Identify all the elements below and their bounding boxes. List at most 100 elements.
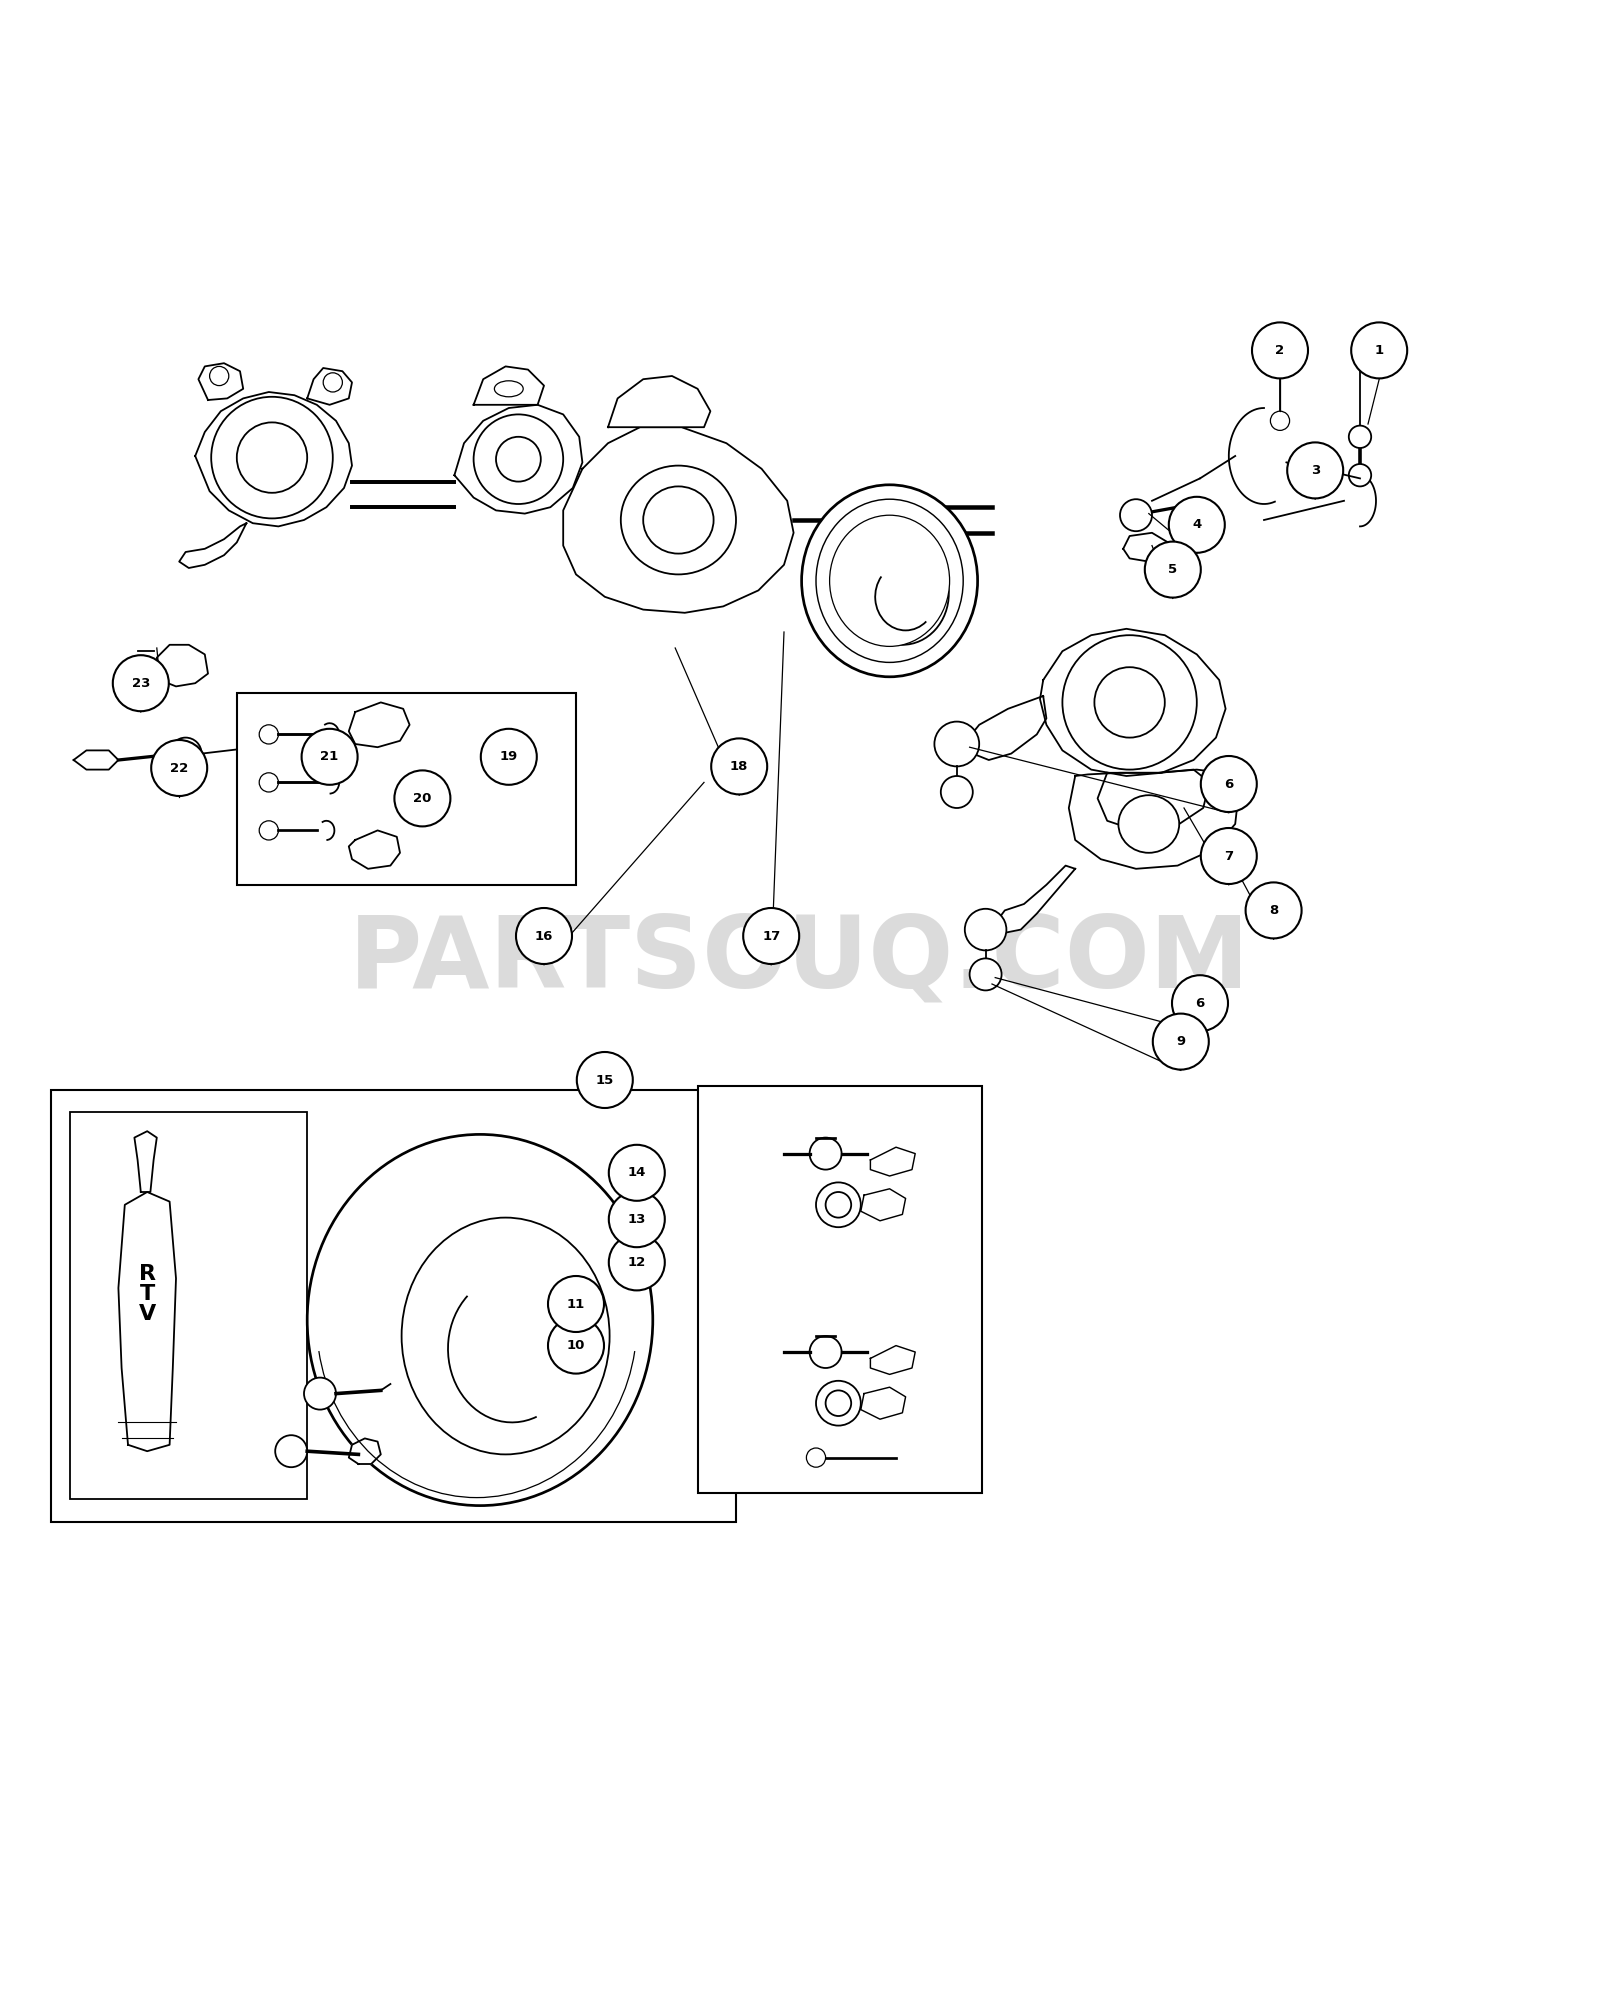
Circle shape (965, 908, 1006, 950)
Circle shape (810, 1336, 842, 1368)
Polygon shape (157, 644, 208, 686)
Text: 23: 23 (131, 676, 150, 690)
Text: 6: 6 (1195, 996, 1205, 1010)
Text: R
T
V: R T V (139, 1264, 155, 1324)
Polygon shape (870, 1346, 915, 1374)
Circle shape (1171, 976, 1229, 1032)
Polygon shape (1069, 770, 1238, 868)
Polygon shape (483, 740, 525, 772)
Ellipse shape (1118, 796, 1179, 852)
Ellipse shape (816, 500, 963, 662)
Circle shape (547, 1318, 605, 1374)
Text: 11: 11 (566, 1298, 586, 1310)
Ellipse shape (830, 516, 950, 646)
Circle shape (1152, 1014, 1210, 1070)
Polygon shape (195, 392, 352, 526)
Circle shape (275, 1436, 307, 1468)
Polygon shape (118, 1192, 176, 1452)
Ellipse shape (621, 466, 736, 574)
Polygon shape (870, 1148, 915, 1176)
Circle shape (474, 414, 563, 504)
Circle shape (1062, 636, 1197, 770)
Text: 20: 20 (413, 792, 432, 804)
Ellipse shape (402, 1218, 610, 1454)
Text: 16: 16 (534, 930, 554, 942)
Circle shape (515, 908, 573, 964)
Text: 4: 4 (1192, 518, 1202, 532)
Circle shape (826, 1192, 851, 1218)
Polygon shape (74, 750, 118, 770)
Circle shape (1168, 496, 1226, 552)
Circle shape (710, 738, 768, 794)
Circle shape (826, 1390, 851, 1416)
Text: 14: 14 (627, 1166, 646, 1180)
Circle shape (237, 422, 307, 492)
Text: 5: 5 (1168, 564, 1178, 576)
Circle shape (810, 1138, 842, 1170)
Text: 6: 6 (1224, 778, 1234, 790)
Polygon shape (198, 364, 243, 400)
Text: 22: 22 (170, 762, 189, 774)
Circle shape (1146, 542, 1200, 598)
Text: 8: 8 (1269, 904, 1278, 916)
Circle shape (1251, 322, 1309, 378)
Circle shape (170, 738, 202, 770)
Circle shape (576, 1052, 632, 1108)
Circle shape (1349, 464, 1371, 486)
Polygon shape (861, 1388, 906, 1420)
Circle shape (1304, 458, 1333, 486)
Polygon shape (1123, 532, 1168, 562)
Ellipse shape (643, 486, 714, 554)
Polygon shape (1040, 628, 1226, 776)
Ellipse shape (802, 484, 978, 676)
Polygon shape (349, 702, 410, 748)
Circle shape (547, 1276, 605, 1332)
Circle shape (934, 722, 979, 766)
Circle shape (480, 728, 538, 784)
Text: 19: 19 (499, 750, 518, 764)
Text: PARTSOUQ.COM: PARTSOUQ.COM (349, 912, 1251, 1008)
Text: 21: 21 (320, 750, 339, 764)
Text: 18: 18 (730, 760, 749, 772)
Text: 1: 1 (1374, 344, 1384, 356)
Polygon shape (349, 830, 400, 868)
Ellipse shape (307, 1134, 653, 1506)
Circle shape (806, 1448, 826, 1468)
Text: 10: 10 (566, 1340, 586, 1352)
Text: 9: 9 (1176, 1036, 1186, 1048)
Bar (70, 1112, 307, 1500)
Circle shape (816, 1182, 861, 1228)
Polygon shape (454, 404, 582, 514)
Circle shape (250, 734, 275, 760)
Circle shape (259, 820, 278, 840)
Circle shape (304, 1378, 336, 1410)
Circle shape (1094, 668, 1165, 738)
Circle shape (211, 396, 333, 518)
Circle shape (941, 776, 973, 808)
Circle shape (1286, 442, 1342, 498)
Circle shape (210, 366, 229, 386)
Polygon shape (349, 1438, 381, 1464)
Bar (698, 1086, 982, 1492)
Ellipse shape (856, 542, 949, 644)
Circle shape (1349, 426, 1371, 448)
Bar (237, 692, 576, 884)
Bar (51, 1090, 736, 1522)
Circle shape (742, 908, 798, 964)
Text: 13: 13 (627, 1212, 646, 1226)
Text: 2: 2 (1275, 344, 1285, 356)
Circle shape (970, 958, 1002, 990)
Text: 7: 7 (1224, 850, 1234, 862)
Polygon shape (563, 428, 794, 612)
Polygon shape (1098, 770, 1210, 830)
Circle shape (610, 1144, 666, 1200)
Circle shape (816, 1380, 861, 1426)
Polygon shape (314, 738, 355, 770)
Text: 12: 12 (627, 1256, 646, 1268)
Circle shape (259, 772, 278, 792)
Circle shape (323, 372, 342, 392)
Text: 3: 3 (1310, 464, 1320, 476)
Circle shape (112, 656, 170, 712)
Polygon shape (608, 376, 710, 428)
Polygon shape (861, 1188, 906, 1220)
